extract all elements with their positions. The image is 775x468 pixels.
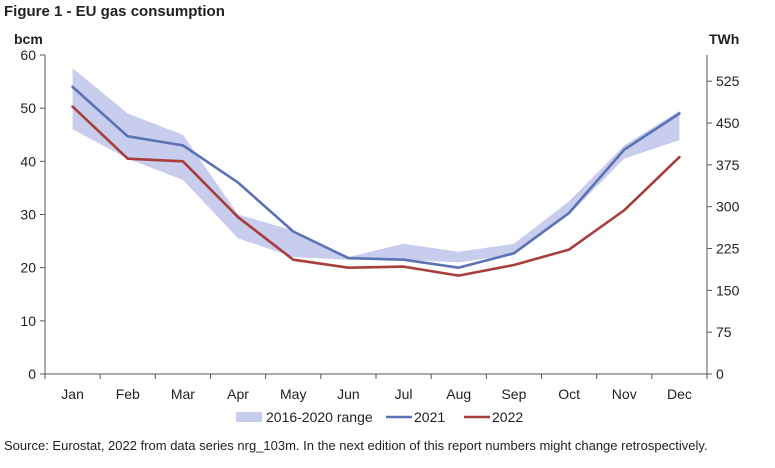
legend-label-2021: 2021 [414,409,445,425]
range-band [72,68,680,263]
left-tick-label: 0 [28,366,36,382]
x-tick-label: Jun [337,386,360,402]
x-tick-label: Mar [171,386,195,402]
right-tick-label: 0 [716,366,724,382]
x-tick-label: Aug [446,386,471,402]
right-tick-label: 450 [716,115,740,131]
left-tick-label: 50 [20,100,36,116]
series-line-2021 [71,85,681,269]
left-tick-label: 40 [20,153,36,169]
figure-title: Figure 1 - EU gas consumption [4,3,225,20]
left-tick-label: 20 [20,260,36,276]
range-band-area [72,68,680,263]
series-line-2022 [71,105,681,277]
right-tick-label: 375 [716,157,740,173]
right-tick-label: 150 [716,282,740,298]
x-tick-label: Nov [612,386,637,402]
right-tick-label: 75 [716,324,732,340]
legend: 2016-2020 range 2021 2022 [236,409,523,425]
source-note: Source: Eurostat, 2022 from data series … [4,438,708,453]
right-tick-label: 225 [716,241,740,257]
x-tick-label: Feb [116,386,140,402]
x-tick-label: May [280,386,306,402]
legend-swatch-band [236,412,262,422]
x-tick-label: Oct [558,386,580,402]
x-tick-label: Dec [667,386,692,402]
x-tick-label: Jul [395,386,413,402]
x-tick-label: Apr [227,386,249,402]
right-tick-label: 300 [716,199,740,215]
legend-label-2022: 2022 [492,409,523,425]
left-tick-label: 60 [20,47,36,63]
x-tick-label: Jan [61,386,84,402]
left-tick-label: 10 [20,313,36,329]
y2-axis-label: TWh [709,31,739,47]
x-tick-label: Sep [501,386,526,402]
axes: 0 10 20 30 40 50 60 0 75 150 225 300 375 450 525 Jan Feb… [14,31,740,402]
y-axis-label: bcm [14,31,43,47]
series-lines [71,85,681,277]
right-tick-label: 525 [716,73,740,89]
legend-label-band: 2016-2020 range [266,409,373,425]
left-tick-label: 30 [20,207,36,223]
